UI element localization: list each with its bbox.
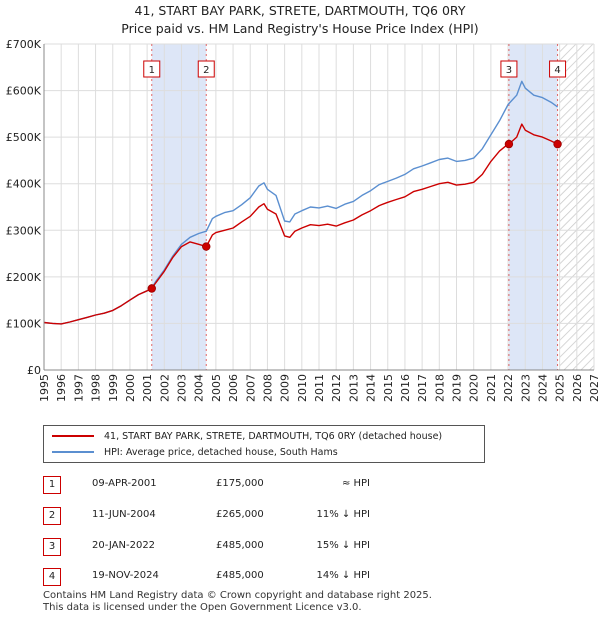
y-tick-label: £400K xyxy=(6,178,42,191)
y-tick-label: £600K xyxy=(6,85,42,98)
transaction-date: 20-JAN-2022 xyxy=(92,540,156,551)
footer-licence: This data is licensed under the Open Gov… xyxy=(43,602,362,613)
legend-swatch-property xyxy=(52,435,94,437)
ownership-shade xyxy=(508,44,558,370)
x-tick-label: 2011 xyxy=(313,374,326,402)
x-tick-label: 2023 xyxy=(519,374,532,402)
x-tick-label: 2014 xyxy=(365,374,378,402)
transaction-price: £485,000 xyxy=(216,570,264,581)
x-tick-label: 2009 xyxy=(279,374,292,402)
x-tick-label: 1996 xyxy=(55,374,68,402)
y-tick-label: £300K xyxy=(6,224,42,237)
x-tick-label: 2012 xyxy=(330,374,343,402)
legend-label-property: 41, START BAY PARK, STRETE, DARTMOUTH, T… xyxy=(104,430,443,442)
transaction-price: £175,000 xyxy=(216,478,264,489)
x-tick-label: 1997 xyxy=(72,374,85,402)
transaction-date: 11-JUN-2004 xyxy=(92,509,156,520)
x-tick-label: 2013 xyxy=(347,374,360,402)
sale-point xyxy=(553,139,562,149)
y-tick-label: £100K xyxy=(6,317,42,330)
transaction-hpi: 11% ↓ HPI xyxy=(316,509,370,520)
sale-point xyxy=(504,139,514,149)
transaction-hpi: 14% ↓ HPI xyxy=(316,570,370,581)
table-row: 1 09-APR-2001 £175,000 ≈ HPI xyxy=(0,476,600,494)
x-tick-label: 2006 xyxy=(227,374,240,402)
chart-subtitle: Price paid vs. HM Land Registry's House … xyxy=(121,21,479,36)
x-tick-label: 2002 xyxy=(158,374,171,402)
x-tick-label: 2008 xyxy=(261,374,274,402)
sale-label-box xyxy=(549,60,567,78)
x-tick-label: 1999 xyxy=(107,374,120,402)
x-tick-label: 2024 xyxy=(536,374,549,402)
transaction-date: 19-NOV-2024 xyxy=(92,570,159,581)
x-tick-label: 2003 xyxy=(176,374,189,402)
transaction-badge: 1 xyxy=(43,476,61,494)
y-tick-label: £200K xyxy=(6,271,42,284)
price-chart: 1 2 3 4 £0 £100K £200K £300K £400K £500K £600K £70… xyxy=(6,38,600,402)
y-tick-label: £0 xyxy=(27,364,41,377)
sale-label-box xyxy=(143,60,161,78)
sale-label-box xyxy=(197,60,215,78)
transaction-hpi: 15% ↓ HPI xyxy=(316,540,370,551)
sale-point xyxy=(202,242,211,251)
x-tick-label: 2020 xyxy=(468,374,481,402)
sale-label: 1 xyxy=(149,65,155,76)
x-tick-label: 2016 xyxy=(399,374,412,402)
transaction-hpi: ≈ HPI xyxy=(341,478,370,489)
sale-point xyxy=(147,284,156,293)
sale-label: 4 xyxy=(554,65,560,76)
x-tick-label: 2021 xyxy=(485,374,498,402)
legend-item-property: 41, START BAY PARK, STRETE, DARTMOUTH, T… xyxy=(52,429,442,443)
sale-label: 2 xyxy=(203,65,209,76)
x-tick-label: 2004 xyxy=(193,374,206,402)
legend-label-hpi: HPI: Average price, detached house, Sout… xyxy=(104,446,338,458)
chart-legend: 41, START BAY PARK, STRETE, DARTMOUTH, T… xyxy=(43,425,485,463)
transaction-price: £265,000 xyxy=(216,509,264,520)
transaction-badge: 4 xyxy=(43,568,61,586)
x-tick-label: 2000 xyxy=(124,374,137,402)
x-tick-label: 2025 xyxy=(554,374,567,402)
footer-copyright: Contains HM Land Registry data © Crown c… xyxy=(43,590,432,601)
sale-label: 3 xyxy=(506,65,512,76)
transaction-badge: 2 xyxy=(43,507,61,525)
legend-swatch-hpi xyxy=(52,451,94,453)
x-tick-label: 2015 xyxy=(382,374,395,402)
x-tick-label: 1998 xyxy=(90,374,103,402)
sale-label-box xyxy=(500,60,518,78)
x-tick-label: 2022 xyxy=(502,374,515,402)
hpi-series-line xyxy=(43,80,559,325)
y-tick-label: £700K xyxy=(6,38,42,51)
x-tick-label: 2017 xyxy=(416,374,429,402)
x-tick-label: 2027 xyxy=(588,374,600,402)
x-tick-label: 2010 xyxy=(296,374,309,402)
x-tick-label: 1995 xyxy=(38,374,51,402)
x-tick-label: 2001 xyxy=(141,374,154,402)
transaction-price: £485,000 xyxy=(216,540,264,551)
transaction-date: 09-APR-2001 xyxy=(92,478,157,489)
x-tick-label: 2018 xyxy=(433,374,446,402)
property-series-line xyxy=(43,123,558,325)
transaction-badge: 3 xyxy=(43,538,61,556)
x-tick-label: 2007 xyxy=(244,374,257,402)
x-tick-label: 2026 xyxy=(571,374,584,402)
chart-title: 41, START BAY PARK, STRETE, DARTMOUTH, T… xyxy=(134,3,466,18)
x-tick-label: 2005 xyxy=(210,374,223,402)
y-tick-label: £500K xyxy=(6,131,42,144)
ownership-shade xyxy=(151,44,207,370)
legend-item-hpi: HPI: Average price, detached house, Sout… xyxy=(52,445,338,459)
x-tick-label: 2019 xyxy=(451,374,464,402)
table-row: 4 19-NOV-2024 £485,000 14% ↓ HPI xyxy=(0,568,600,586)
table-row: 3 20-JAN-2022 £485,000 15% ↓ HPI xyxy=(0,538,600,556)
table-row: 2 11-JUN-2004 £265,000 11% ↓ HPI xyxy=(0,507,600,525)
